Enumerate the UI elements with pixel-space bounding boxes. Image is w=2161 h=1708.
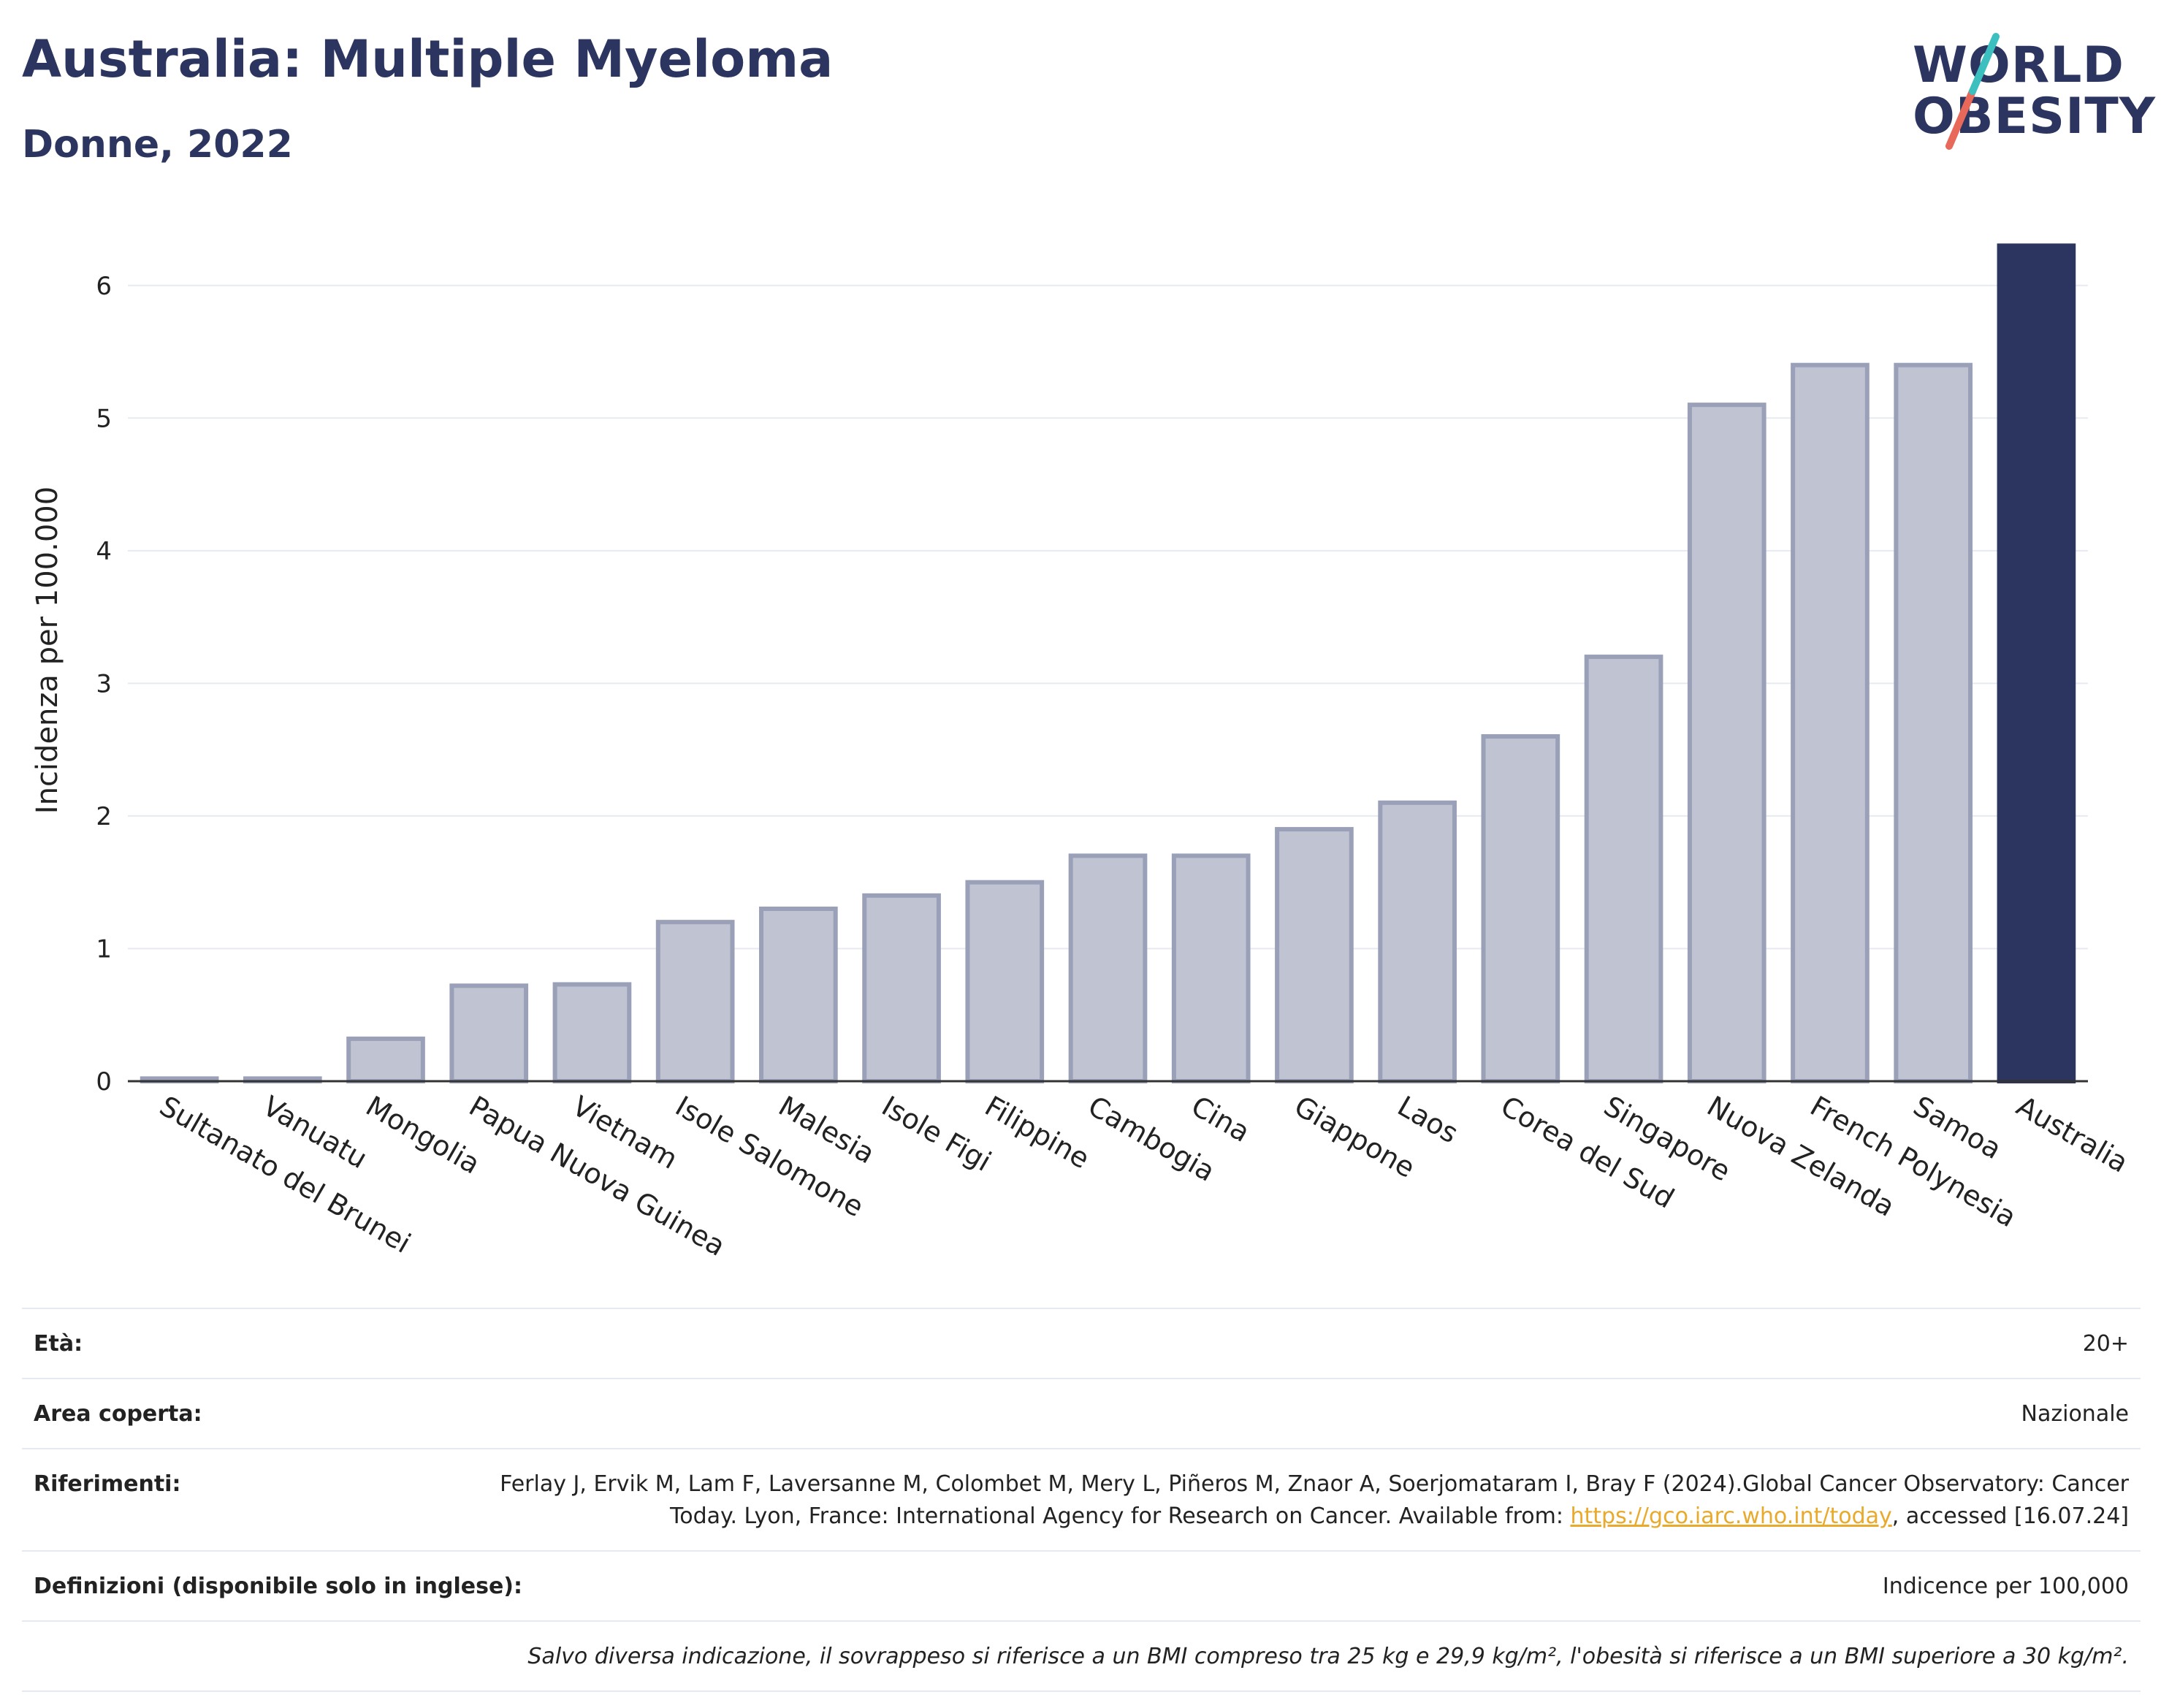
x-category-labels: Sultanato del BruneiVanuatuMongoliaPapua… [154,1090,2133,1262]
info-row-definitions: Definizioni (disponibile solo in inglese… [22,1550,2141,1620]
info-row-age: Età: 20+ [22,1308,2141,1378]
footnote: Salvo diversa indicazione, il sovrappeso… [527,1644,2129,1669]
area-value: Nazionale [2021,1401,2129,1427]
bar-chart: 0 1 2 3 4 5 6 Sultanato del BruneiVanuatuMongo… [31,243,2133,1262]
bar [1584,655,1663,1083]
bar [1481,734,1560,1083]
bars [140,243,2076,1084]
y-tick-label: 3 [96,669,112,698]
references-text: Ferlay J, Ervik M, Lam F, Laversanne M, … [500,1471,2129,1529]
x-category-label: Isole Figi [877,1090,997,1178]
bar [346,1036,425,1084]
x-category-label: Australia [2011,1090,2134,1179]
bar [655,920,735,1084]
x-category-label: Isole Salomone [670,1090,869,1224]
bar [552,982,632,1083]
bar [1894,362,1973,1083]
bar [1687,403,1766,1083]
x-category-label: Laos [1392,1090,1464,1150]
world-obesity-logo: WORLD OBESITY [1899,29,2155,153]
y-tick-label: 4 [96,537,112,566]
x-category-label: Corea del Sud [1495,1090,1680,1215]
y-tick-label: 5 [96,404,112,433]
definitions-value: Indicence per 100,000 [1882,1574,2129,1599]
y-tick-labels: 0 1 2 3 4 5 6 [96,272,112,1097]
info-row-note: Salvo diversa indicazione, il sovrappeso… [22,1620,2141,1692]
references-value: Ferlay J, Ervik M, Lam F, Laversanne M, … [485,1468,2129,1533]
y-tick-label: 6 [96,272,112,301]
info-row-references: Riferimenti: Ferlay J, Ervik M, Lam F, L… [22,1448,2141,1550]
y-tick-label: 0 [96,1067,112,1097]
bar [1791,362,1870,1083]
bar [1378,800,1457,1083]
references-tail: , accessed [16.07.24] [1891,1503,2129,1529]
logo-slash-icon [1945,33,2000,150]
logo-line-1: WORLD [1913,37,2124,94]
y-tick-label: 2 [96,802,112,831]
bar [862,893,941,1083]
references-link[interactable]: https://gco.iarc.who.int/today [1570,1503,1892,1529]
y-tick-label: 1 [96,934,112,964]
bar [1171,853,1251,1084]
references-label: Riferimenti: [34,1471,181,1497]
age-label: Età: [34,1331,83,1357]
area-label: Area coperta: [34,1401,202,1427]
x-category-label: Filippine [980,1090,1095,1175]
info-row-area: Area coperta: Nazionale [22,1378,2141,1448]
y-axis-label: Incidenza per 100.000 [31,487,64,814]
x-category-label: Cina [1186,1090,1255,1148]
info-table: Età: 20+ Area coperta: Nazionale Riferim… [22,1308,2141,1692]
bar [965,880,1045,1083]
bar [1275,827,1354,1083]
definitions-label: Definizioni (disponibile solo in inglese… [34,1574,522,1599]
age-value: 20+ [2082,1331,2129,1357]
x-category-label: Mongolia [361,1090,486,1181]
bar [449,983,529,1084]
bar [759,907,838,1083]
bar [1997,243,2076,1083]
bar [1068,853,1148,1084]
page-subtitle: Donne, 2022 [22,123,293,167]
page-title: Australia: Multiple Myeloma [22,29,834,89]
x-category-label: Nuova Zelanda [1701,1090,1900,1223]
